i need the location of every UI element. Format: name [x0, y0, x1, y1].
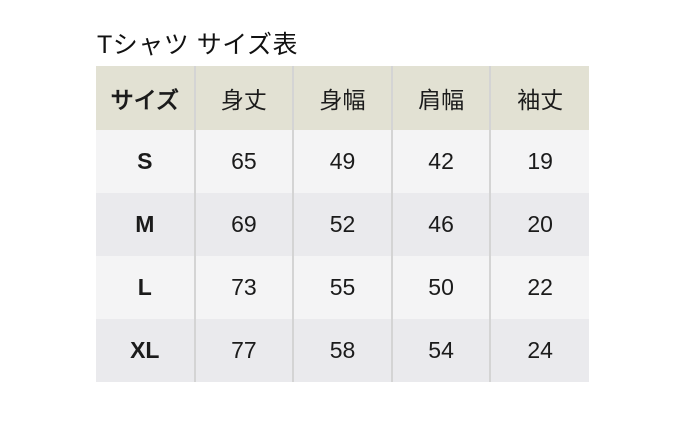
- size-cell: S: [96, 130, 196, 193]
- value-cell: 50: [391, 256, 492, 319]
- value-cell: 73: [194, 256, 295, 319]
- table-header-row: サイズ 身丈 身幅 肩幅 袖丈: [96, 66, 589, 130]
- value-cell: 24: [527, 337, 553, 363]
- size-cell: L: [96, 256, 196, 319]
- value-cell: 54: [391, 319, 492, 382]
- value-cell: 22: [527, 274, 553, 300]
- size-cell: XL: [96, 319, 196, 382]
- size-cell: M: [96, 193, 196, 256]
- value-cell: 46: [391, 193, 492, 256]
- table-row: L 73 55 50 22: [96, 256, 589, 319]
- value-cell: 49: [293, 130, 393, 193]
- table-body: S 65 49 42 19 M 69 52 46 20 L 73 55 50 2…: [96, 130, 589, 382]
- value-cell: 77: [194, 319, 295, 382]
- size-table: サイズ 身丈 身幅 肩幅 袖丈 S 65 49 42 19 M 69 52 46…: [96, 66, 589, 382]
- value-cell: 69: [194, 193, 295, 256]
- column-header-body-length: 身丈: [194, 66, 295, 130]
- column-header-body-width: 身幅: [293, 66, 393, 130]
- page-title: Tシャツ サイズ表: [97, 31, 298, 59]
- column-header-sleeve-length: 袖丈: [490, 66, 589, 130]
- value-cell: 55: [293, 256, 393, 319]
- value-cell: 58: [293, 319, 393, 382]
- value-cell: 19: [527, 148, 553, 174]
- value-cell: 65: [194, 130, 295, 193]
- table-row: XL 77 58 54 24: [96, 319, 589, 382]
- column-header-size: サイズ: [96, 66, 196, 130]
- table-row: M 69 52 46 20: [96, 193, 589, 256]
- column-header-shoulder-width: 肩幅: [391, 66, 492, 130]
- table-row: S 65 49 42 19: [96, 130, 589, 193]
- value-cell: 52: [293, 193, 393, 256]
- value-cell: 42: [391, 130, 492, 193]
- table-header: サイズ 身丈 身幅 肩幅 袖丈: [96, 66, 589, 130]
- value-cell: 20: [527, 211, 553, 237]
